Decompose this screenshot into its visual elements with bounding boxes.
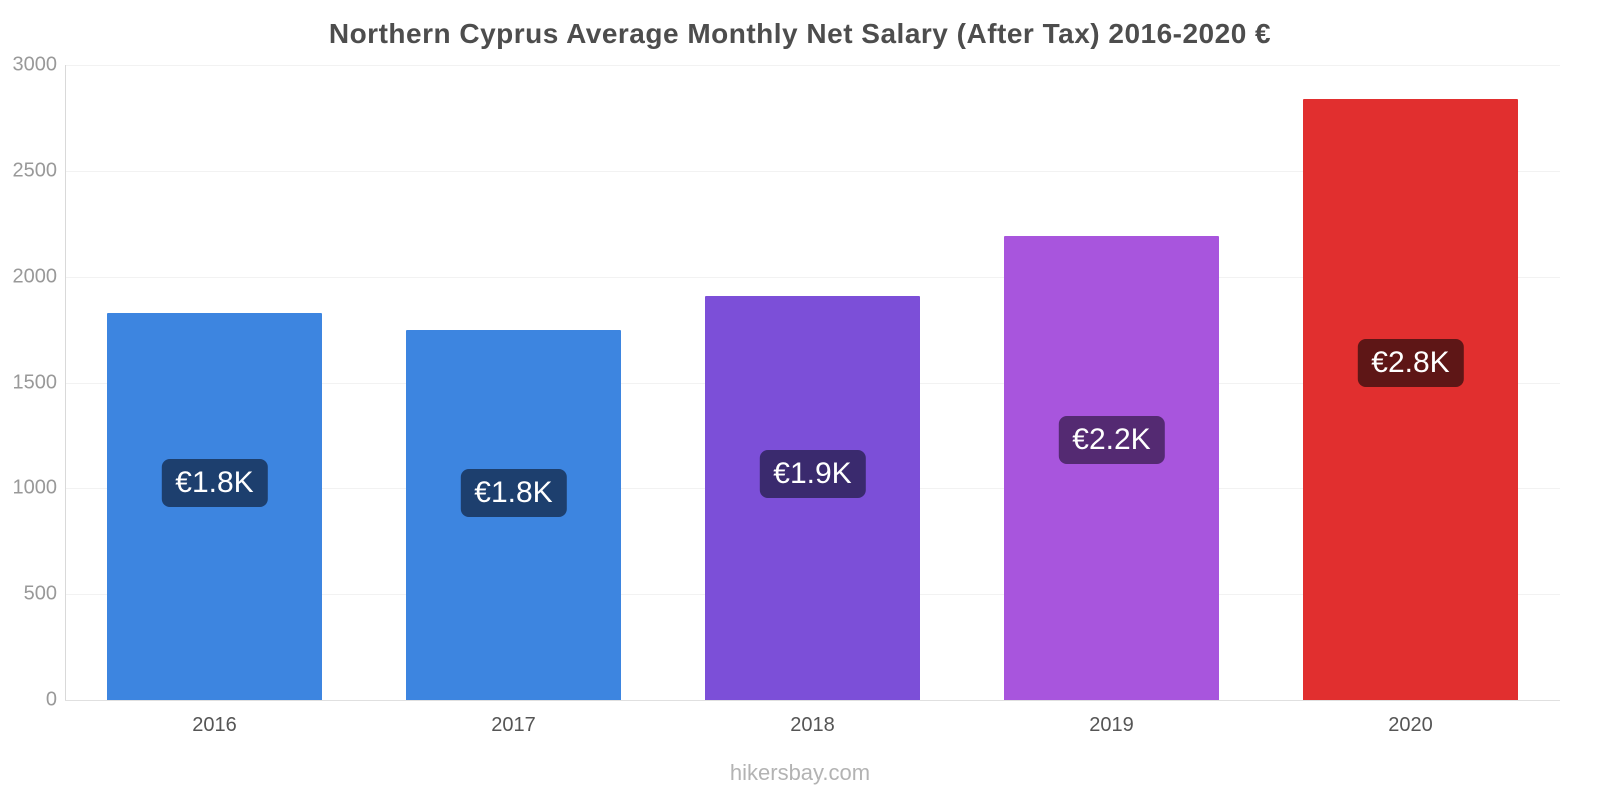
- x-axis-label-2016: 2016: [192, 714, 237, 736]
- gridline-0: [65, 700, 1560, 701]
- bar-value-badge-2017: €1.8K: [460, 468, 567, 517]
- bar-value-badge-2016: €1.8K: [161, 459, 268, 508]
- bar-2020: [1303, 98, 1518, 700]
- gridline-3000: [65, 65, 1560, 66]
- y-axis-tick-label: 0: [45, 688, 57, 711]
- bar-2018: [705, 295, 920, 700]
- x-axis-label-2017: 2017: [491, 714, 536, 736]
- y-axis-tick-label: 500: [23, 582, 57, 605]
- watermark-hikersbay: hikersbay.com: [729, 760, 871, 785]
- x-axis-label-2020: 2020: [1388, 714, 1433, 736]
- x-axis-label-2018: 2018: [790, 714, 835, 736]
- y-axis-tick-label: 3000: [12, 53, 58, 76]
- gridline-2500: [65, 170, 1560, 172]
- gridline-2000: [65, 276, 1560, 278]
- y-axis-tick-label: 1000: [12, 476, 58, 499]
- chart-title: Northern Cyprus Average Monthly Net Sala…: [328, 18, 1272, 49]
- y-axis-line: [65, 65, 66, 700]
- bar-value-badge-2018: €1.9K: [759, 449, 866, 498]
- y-axis-tick-label: 2000: [12, 265, 58, 288]
- bar-value-badge-2019: €2.2K: [1058, 416, 1165, 465]
- y-axis-tick-label: 2500: [12, 159, 58, 182]
- bar-value-badge-2020: €2.8K: [1357, 339, 1464, 388]
- y-axis-tick-label: 1500: [12, 371, 58, 393]
- bar-2019: [1004, 236, 1219, 700]
- x-axis-label-2019: 2019: [1089, 714, 1134, 736]
